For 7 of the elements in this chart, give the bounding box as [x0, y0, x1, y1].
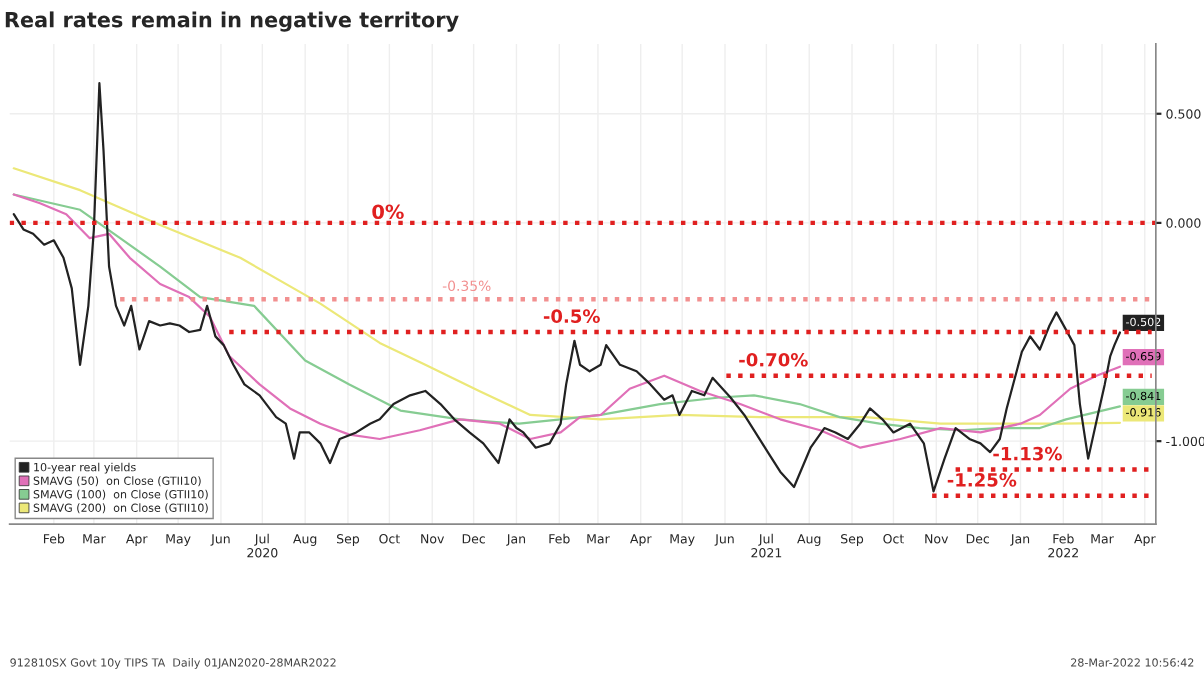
line-series	[12, 82, 1122, 493]
chart-title: Real rates remain in negative territory	[5, 11, 459, 32]
annotation: -0.70%	[739, 352, 808, 367]
annotation: -1.13%	[993, 446, 1062, 461]
ref-line-label: 0%	[372, 204, 404, 220]
annotation: -0.5%	[543, 309, 600, 323]
annotation: -1.25%	[947, 473, 1017, 487]
